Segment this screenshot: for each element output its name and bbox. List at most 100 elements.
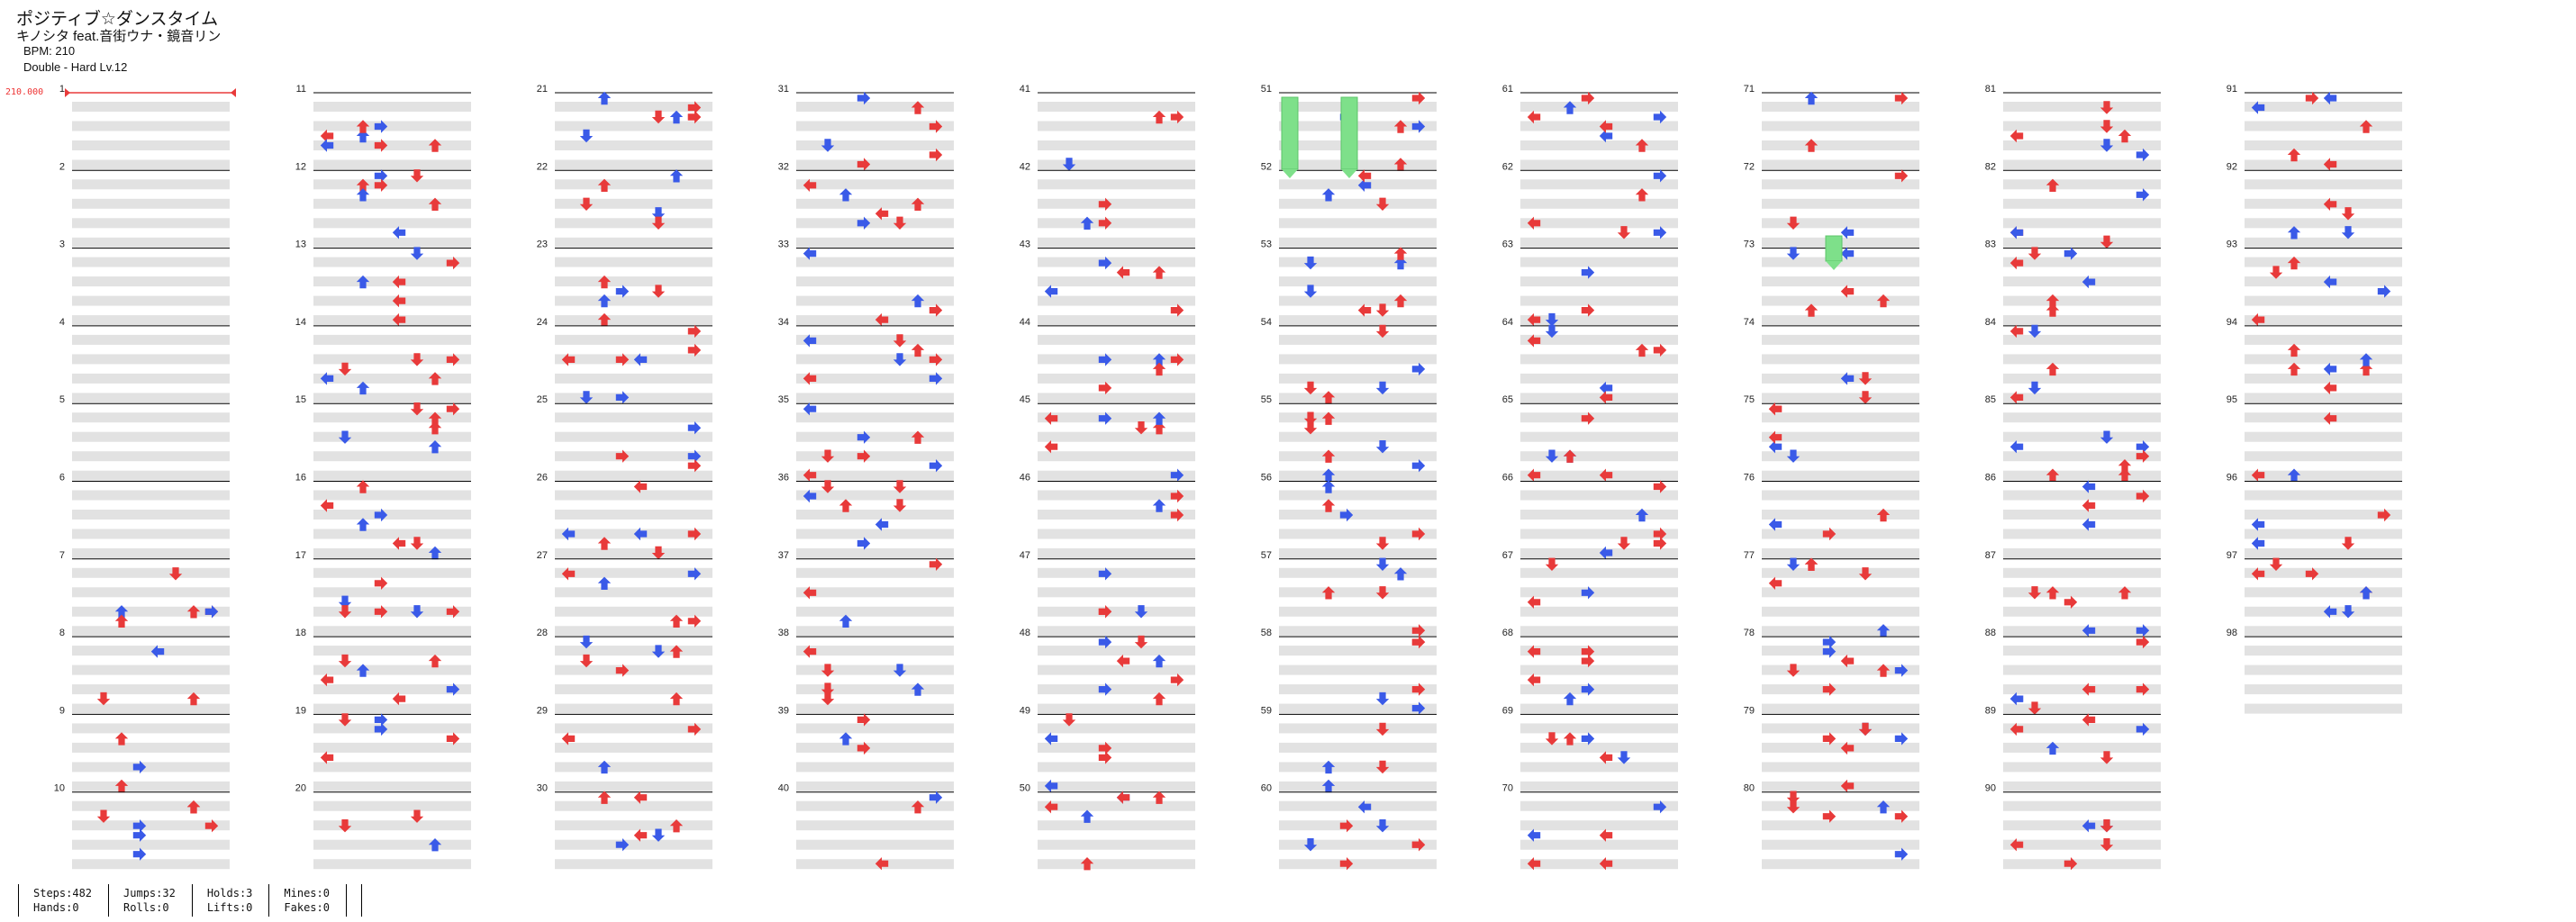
step-arrow-up: [597, 537, 612, 550]
beat-band: [1520, 218, 1678, 229]
measure-40: 40: [778, 783, 954, 871]
measure-75: 75: [1744, 394, 1919, 481]
measure-number: 61: [1502, 84, 1513, 95]
step-arrow-up: [1321, 188, 1336, 202]
beat-band: [1762, 646, 1919, 656]
beat-band: [1520, 839, 1678, 850]
step-arrow-right: [374, 605, 388, 619]
beat-band: [555, 159, 712, 170]
beat-band: [1762, 159, 1919, 170]
step-arrow-down: [893, 334, 907, 348]
step-arrow-right: [687, 101, 702, 114]
step-arrow-up: [356, 381, 370, 395]
step-arrow-down: [338, 654, 352, 668]
step-arrow-up: [1393, 158, 1408, 171]
beat-band: [2003, 257, 2161, 267]
beat-band: [1762, 198, 1919, 209]
step-arrow-down: [410, 169, 424, 183]
step-arrow-up: [1321, 480, 1336, 493]
beat-band: [796, 237, 954, 248]
beat-band: [1520, 567, 1678, 578]
measure-23: 23: [537, 240, 712, 327]
beat-band: [2003, 529, 2161, 539]
step-arrow-down: [1545, 732, 1559, 746]
beat-band: [72, 451, 230, 462]
beat-band: [2245, 334, 2402, 345]
measure-number: 36: [778, 473, 789, 484]
beat-band: [1279, 257, 1437, 267]
step-arrow-left: [1527, 645, 1541, 658]
beat-band: [1520, 548, 1678, 558]
beat-band: [1762, 587, 1919, 598]
beat-band: [2003, 664, 2161, 675]
step-arrow-up: [428, 421, 442, 435]
step-arrow-down: [1786, 216, 1800, 230]
beat-band: [555, 470, 712, 481]
beat-band: [72, 431, 230, 442]
step-arrow-up: [356, 129, 370, 143]
beat-band: [1762, 510, 1919, 520]
measure-number: 74: [1744, 317, 1755, 328]
step-arrow-right: [1653, 537, 1667, 550]
beat-band: [2003, 373, 2161, 384]
step-arrow-right: [687, 459, 702, 473]
beat-band: [796, 140, 954, 150]
step-arrow-up: [1321, 449, 1336, 463]
beat-band: [2003, 859, 2161, 870]
step-arrow-down: [1375, 324, 1390, 339]
measure-47: 47: [1020, 550, 1195, 637]
measure-number: 71: [1744, 84, 1755, 95]
measure-number: 18: [295, 628, 306, 638]
measure-85: 85: [1985, 394, 2161, 482]
measure-9: 9: [59, 705, 230, 793]
measure-43: 43: [1020, 240, 1195, 326]
beat-band: [1762, 315, 1919, 326]
step-arrow-right: [132, 847, 147, 861]
beat-band: [1762, 664, 1919, 675]
measure-4: 4: [59, 317, 230, 403]
measure-number: 5: [59, 394, 65, 405]
beat-band: [1279, 334, 1437, 345]
measure-number: 19: [295, 705, 306, 716]
step-arrow-right: [1822, 645, 1837, 658]
step-arrow-up: [1321, 391, 1336, 404]
beat-band: [1520, 684, 1678, 695]
measure-82: 82: [1985, 161, 2161, 249]
step-arrow-right: [1581, 645, 1595, 658]
beat-band: [2003, 102, 2161, 112]
measure-number: 43: [1020, 240, 1030, 250]
measure-89: 89: [1985, 705, 2161, 791]
beat-band: [555, 354, 712, 365]
beat-band: [1762, 373, 1919, 384]
step-arrow-up: [428, 440, 442, 454]
beat-band: [1762, 781, 1919, 791]
beat-band: [1762, 102, 1919, 112]
measure-number: 93: [2227, 240, 2237, 250]
hold-note-mid-tail: [1826, 261, 1842, 270]
beat-band: [2245, 354, 2402, 365]
step-arrow-right: [1822, 732, 1837, 746]
step-arrow-right: [1581, 91, 1595, 105]
beat-band: [1762, 820, 1919, 831]
step-arrow-right: [1581, 654, 1595, 668]
beat-band: [1038, 742, 1195, 753]
beat-band: [2245, 140, 2402, 150]
beat-band: [796, 295, 954, 306]
beat-band: [1038, 179, 1195, 190]
beat-band: [2003, 431, 2161, 442]
measure-97: 97: [2227, 550, 2402, 637]
step-arrow-right: [1653, 800, 1667, 814]
measure-number: 56: [1261, 473, 1272, 484]
measure-number: 59: [1261, 705, 1272, 716]
beat-band: [72, 781, 230, 791]
beat-band: [313, 102, 471, 112]
beat-band: [1520, 295, 1678, 306]
step-arrow-down: [338, 595, 352, 609]
beat-band: [796, 646, 954, 656]
beat-band: [2003, 159, 2161, 170]
measure-77: 77: [1744, 550, 1919, 637]
beat-band: [1038, 606, 1195, 617]
beat-band: [2245, 646, 2402, 656]
beat-band: [796, 412, 954, 423]
step-arrow-down: [1134, 635, 1148, 649]
